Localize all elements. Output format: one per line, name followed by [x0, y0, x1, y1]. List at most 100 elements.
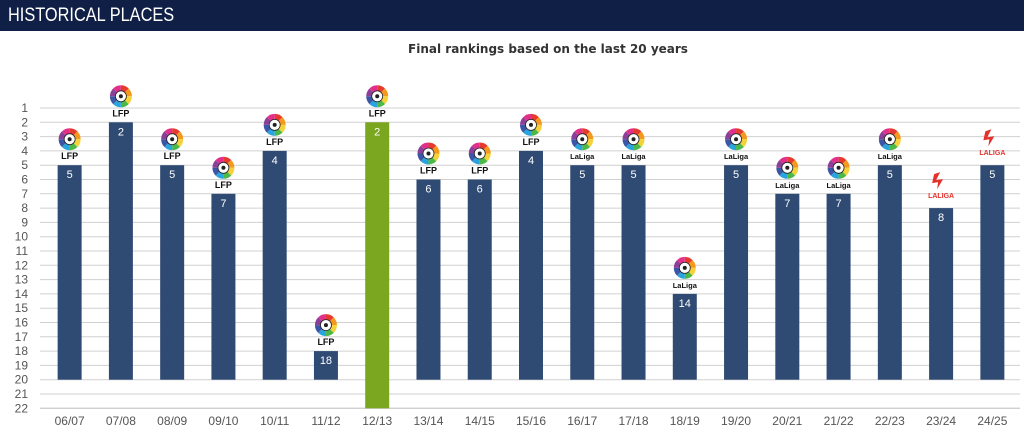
x-tick-label: 07/08 — [106, 414, 136, 428]
ball-center — [836, 165, 841, 170]
league-logo-icon: LaLiga — [673, 256, 698, 290]
bar-value-label: 4 — [272, 155, 278, 167]
x-tick-label: 08/09 — [157, 414, 187, 428]
x-tick-label: 13/14 — [413, 414, 443, 428]
y-tick-label: 13 — [15, 273, 29, 287]
logo-text: LALIGA — [979, 150, 1005, 157]
logo-text: LaLiga — [673, 281, 698, 290]
y-tick-label: 21 — [15, 387, 29, 401]
league-logo-icon: LFP — [161, 128, 184, 161]
bar — [416, 179, 441, 380]
logo-text: LFP — [215, 180, 232, 190]
bar-value-label: 5 — [733, 169, 739, 181]
ball-center — [323, 323, 328, 328]
laliga-mark-icon — [983, 129, 995, 147]
bar — [313, 351, 338, 380]
y-tick-label: 3 — [21, 130, 28, 144]
y-tick-label: 5 — [21, 158, 28, 172]
league-logo-icon: LFP — [366, 85, 389, 118]
logo-text: LaLiga — [724, 152, 749, 161]
bar — [724, 165, 749, 380]
x-tick-label: 21/22 — [824, 414, 854, 428]
league-logo-icon: LaLiga — [775, 156, 800, 190]
y-tick-label: 11 — [16, 244, 29, 258]
x-tick-label: 24/25 — [977, 414, 1007, 428]
logo-text: LFP — [471, 166, 488, 176]
bar-value-label: 7 — [836, 198, 842, 210]
bar — [262, 150, 287, 380]
ball-center — [785, 165, 790, 170]
logo-text: LFP — [523, 137, 540, 147]
ball-center — [170, 137, 175, 142]
bar-value-label: 2 — [118, 126, 124, 138]
y-tick-label: 2 — [21, 115, 28, 129]
y-tick-label: 12 — [15, 258, 29, 272]
league-logo-icon: LaLiga — [621, 128, 646, 161]
ball-center — [580, 137, 585, 142]
league-logo-icon: LaLiga — [724, 128, 749, 161]
league-logo-icon: LFP — [58, 128, 81, 161]
bar — [467, 179, 492, 380]
league-logo-icon: LFP — [417, 142, 440, 176]
ball-center — [887, 137, 892, 142]
bar-value-label: 5 — [67, 169, 73, 181]
bar — [929, 208, 954, 380]
page-title: HISTORICAL PLACES — [8, 5, 175, 26]
bar-value-label: 5 — [630, 169, 636, 181]
logo-text: LFP — [317, 337, 334, 347]
y-tick-label: 19 — [15, 358, 29, 372]
bar-value-label: 6 — [477, 184, 483, 196]
bar-value-label: 2 — [374, 126, 380, 138]
x-tick-label: 09/10 — [208, 414, 238, 428]
x-tick-label: 22/23 — [875, 414, 905, 428]
y-tick-label: 20 — [15, 373, 29, 387]
y-tick-label: 15 — [15, 301, 29, 315]
page-header: HISTORICAL PLACES — [0, 0, 1024, 31]
x-tick-label: 15/16 — [516, 414, 546, 428]
y-tick-label: 6 — [21, 173, 28, 187]
y-tick-label: 9 — [21, 215, 28, 229]
laliga-logo: LALIGA — [979, 129, 1005, 157]
bar — [775, 193, 800, 380]
y-tick-label: 14 — [15, 287, 29, 301]
x-tick-label: 11/12 — [311, 414, 340, 428]
bar-value-label: 6 — [425, 184, 431, 196]
ball-center — [118, 94, 123, 99]
ball-center — [477, 151, 482, 156]
ball-center — [529, 122, 533, 127]
y-tick-label: 10 — [15, 230, 29, 244]
y-tick-label: 1 — [21, 101, 28, 115]
chart-title: Final rankings based on the last 20 year… — [408, 42, 688, 56]
logo-text: LFP — [61, 151, 78, 161]
x-tick-label: 12/13 — [362, 414, 392, 428]
laliga-logo: LALIGA — [928, 172, 954, 200]
league-logo-icon: LaLiga — [826, 156, 851, 190]
bar-value-label: 7 — [784, 198, 790, 210]
bar-value-label: 5 — [579, 169, 585, 181]
league-logo-icon: LaLiga — [570, 128, 595, 161]
bar — [980, 165, 1005, 380]
x-tick-label: 23/24 — [926, 414, 956, 428]
logo-text: LFP — [266, 137, 283, 147]
x-tick-label: 14/15 — [465, 414, 495, 428]
bar — [211, 193, 236, 380]
logo-text: LaLiga — [621, 152, 646, 161]
y-tick-label: 7 — [21, 187, 28, 201]
bar — [57, 165, 82, 380]
ball-center — [734, 137, 739, 142]
logo-text: LFP — [369, 108, 386, 118]
bar — [826, 193, 851, 380]
bar-value-label: 5 — [169, 169, 175, 181]
x-tick-label: 10/11 — [260, 414, 289, 428]
league-logo-icon: LFP — [263, 113, 286, 147]
ball-center — [375, 94, 380, 99]
x-tick-label: 18/19 — [670, 414, 700, 428]
bar-value-label: 7 — [220, 198, 226, 210]
league-logo-icon: LaLiga — [878, 128, 903, 161]
x-tick-label: 06/07 — [55, 414, 85, 428]
bar-value-label: 5 — [887, 169, 893, 181]
bar-value-label: 4 — [528, 155, 534, 167]
bar — [621, 165, 646, 380]
x-tick-label: 19/20 — [721, 414, 751, 428]
